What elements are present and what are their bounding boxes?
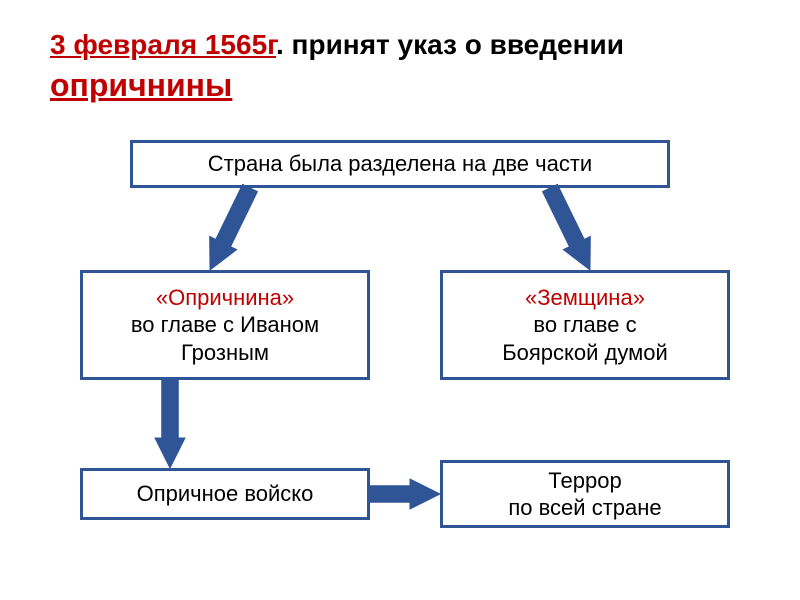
box-left1-body1: во главе с Иваном	[131, 312, 319, 337]
box-right2-text1: Террор	[548, 468, 621, 493]
title-line-2: опричнины	[50, 64, 750, 107]
box-right2-content: Террор по всей стране	[508, 467, 661, 522]
box-right1-body2: Боярской думой	[502, 340, 668, 365]
box-terror: Террор по всей стране	[440, 460, 730, 528]
box-left1-content: «Опричнина» во главе с Иваном Грозным	[131, 284, 319, 367]
title-mid: . принят указ о введении	[276, 29, 624, 60]
title-date: 3 февраля 1565г	[50, 29, 276, 60]
box-right1-content: «Земщина» во главе с Боярской думой	[502, 284, 668, 367]
box-right1-body1: во главе с	[533, 312, 636, 337]
title-line-1: 3 февраля 1565г. принят указ о введении	[50, 26, 750, 64]
box-left1-body2: Грозным	[181, 340, 269, 365]
box-country-divided: Страна была разделена на две части	[130, 140, 670, 188]
box-oprichnoe-voisko: Опричное войско	[80, 468, 370, 520]
title-last: опричнины	[50, 67, 232, 103]
box-oprichnina: «Опричнина» во главе с Иваном Грозным	[80, 270, 370, 380]
box-zemshchina: «Земщина» во главе с Боярской думой	[440, 270, 730, 380]
box-left1-head: «Опричнина»	[156, 285, 294, 310]
box-right2-text2: по всей стране	[508, 495, 661, 520]
box-right1-head: «Земщина»	[525, 285, 645, 310]
box-top-text: Страна была разделена на две части	[208, 150, 592, 178]
box-left2-text: Опричное войско	[137, 480, 314, 508]
slide-title: 3 февраля 1565г. принят указ о введении …	[50, 26, 750, 107]
